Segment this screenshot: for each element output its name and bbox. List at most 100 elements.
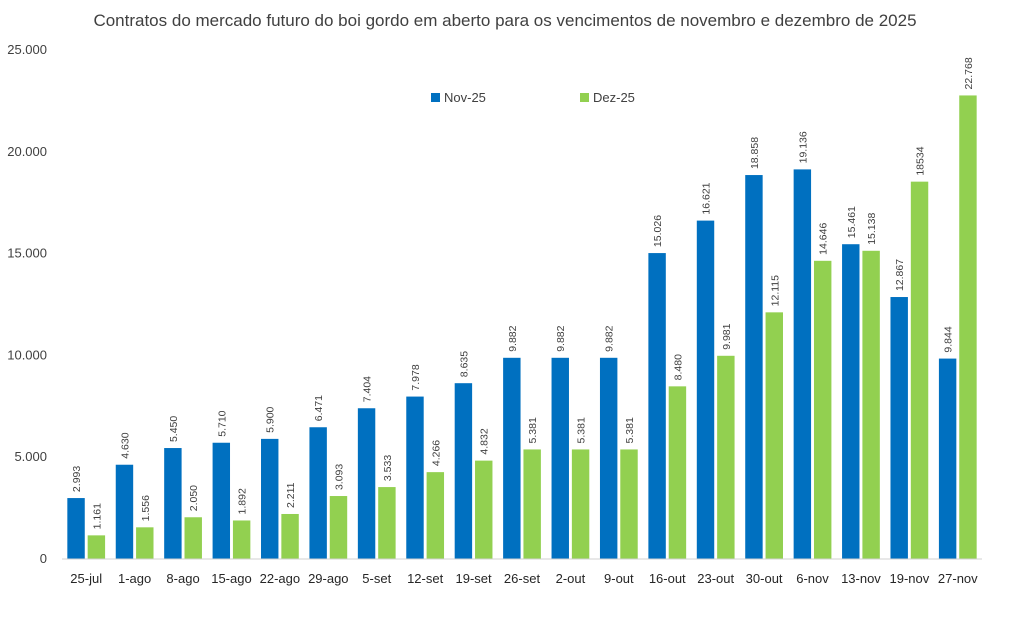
data-label: 1.892 — [237, 488, 249, 514]
bar-nov25 — [890, 297, 908, 559]
legend-label: Nov-25 — [444, 90, 486, 105]
legend-swatch-nov25 — [431, 93, 440, 102]
bar-dez25 — [281, 513, 299, 559]
data-label: 18534 — [915, 146, 927, 175]
x-tick-label: 1-ago — [118, 571, 151, 586]
bar-dez25 — [475, 460, 493, 559]
bar-nov25 — [842, 244, 860, 559]
bar-nov25 — [745, 175, 763, 560]
bar-group — [67, 95, 977, 560]
x-tick-label: 6-nov — [796, 571, 829, 586]
bar-nov25 — [696, 220, 715, 559]
bar-dez25 — [668, 386, 687, 559]
data-label: 2.050 — [188, 485, 200, 511]
data-label: 8.635 — [458, 351, 470, 377]
bar-nov25 — [212, 442, 231, 559]
x-tick-label: 30-out — [746, 571, 783, 586]
legend: Nov-25 Dez-25 — [431, 90, 635, 105]
y-tick-label: 25.000 — [7, 42, 47, 57]
bar-nov25 — [115, 464, 134, 559]
bar-dez25 — [426, 472, 445, 559]
bar-nov25 — [551, 357, 569, 559]
data-label: 3.093 — [333, 464, 345, 490]
x-tick-label: 5-set — [362, 571, 391, 586]
bar-nov25 — [67, 498, 85, 559]
bar-dez25 — [765, 312, 783, 559]
data-label: 5.900 — [265, 406, 277, 432]
bar-nov25 — [648, 253, 666, 559]
bar-dez25 — [232, 520, 251, 559]
x-tick-label: 26-set — [504, 571, 541, 586]
data-label: 9.844 — [943, 326, 955, 352]
bar-nov25 — [503, 357, 521, 559]
x-axis: 25-jul 1-ago 8-ago 15-ago 22-ago 29-ago 5-set 1… — [62, 558, 982, 586]
bar-dez25 — [523, 449, 541, 559]
x-tick-label: 25-jul — [70, 571, 102, 586]
data-label: 2.211 — [285, 482, 297, 508]
bar-dez25 — [329, 496, 348, 559]
data-label: 15.026 — [652, 215, 664, 247]
data-label: 7.978 — [410, 364, 422, 390]
data-label: 22.768 — [963, 57, 975, 89]
x-tick-label: 22-ago — [260, 571, 300, 586]
data-label: 9.981 — [721, 323, 733, 349]
data-label: 5.381 — [576, 417, 588, 443]
bar-nov25 — [454, 383, 473, 559]
data-label: 2.993 — [71, 466, 83, 492]
y-tick-label: 5.000 — [14, 449, 47, 464]
data-label: 9.882 — [555, 325, 567, 351]
bar-dez25 — [910, 181, 929, 559]
bar-dez25 — [717, 355, 735, 559]
data-label: 12.115 — [769, 275, 781, 306]
data-label: 3.533 — [382, 455, 394, 481]
bar-nov25 — [261, 438, 279, 559]
data-label: 1.161 — [91, 503, 103, 529]
x-tick-label: 16-out — [649, 571, 686, 586]
y-axis: 0 5.000 10.000 15.000 20.000 25.000 — [7, 42, 47, 566]
bar-nov25 — [164, 448, 182, 559]
bar-nov25 — [406, 396, 424, 559]
x-tick-label: 9-out — [604, 571, 634, 586]
bar-nov25 — [938, 358, 957, 559]
bar-nov25 — [793, 169, 812, 559]
bar-nov25 — [357, 408, 376, 559]
data-label: 7.404 — [362, 376, 374, 402]
x-tick-label: 12-set — [407, 571, 444, 586]
data-label: 9.882 — [507, 325, 519, 351]
bar-dez25 — [813, 260, 832, 559]
data-label: 1.556 — [140, 495, 152, 521]
x-tick-label: 19-nov — [889, 571, 929, 586]
y-tick-label: 0 — [40, 551, 47, 566]
data-label: 16.621 — [701, 182, 713, 214]
data-label: 14.646 — [818, 223, 830, 255]
x-tick-label: 27-nov — [938, 571, 978, 586]
y-tick-label: 10.000 — [7, 347, 47, 362]
data-label: 5.710 — [216, 410, 228, 436]
data-label: 5.381 — [624, 417, 636, 443]
data-label: 4.832 — [479, 428, 491, 454]
bar-dez25 — [378, 487, 396, 559]
bar-nov25 — [309, 427, 327, 559]
data-label: 5.450 — [168, 416, 180, 442]
data-label: 5.381 — [527, 417, 539, 443]
x-tick-label: 13-nov — [841, 571, 881, 586]
data-label: 8.480 — [672, 354, 684, 380]
bar-dez25 — [184, 517, 202, 559]
data-label: 19.136 — [797, 131, 809, 163]
data-label: 9.882 — [604, 325, 616, 351]
data-label: 15.138 — [866, 213, 878, 245]
bar-dez25 — [136, 527, 154, 559]
x-tick-label: 2-out — [556, 571, 586, 586]
legend-label: Dez-25 — [593, 90, 635, 105]
bar-dez25 — [87, 535, 106, 559]
chart-title: Contratos do mercado futuro do boi gordo… — [93, 11, 916, 30]
y-tick-label: 15.000 — [7, 246, 47, 261]
data-label: 4.266 — [430, 440, 442, 466]
bar-dez25 — [862, 250, 880, 560]
x-tick-label: 19-set — [456, 571, 493, 586]
x-tick-label: 15-ago — [211, 571, 251, 586]
data-label: 6.471 — [313, 395, 325, 421]
data-label: 4.630 — [119, 432, 131, 458]
